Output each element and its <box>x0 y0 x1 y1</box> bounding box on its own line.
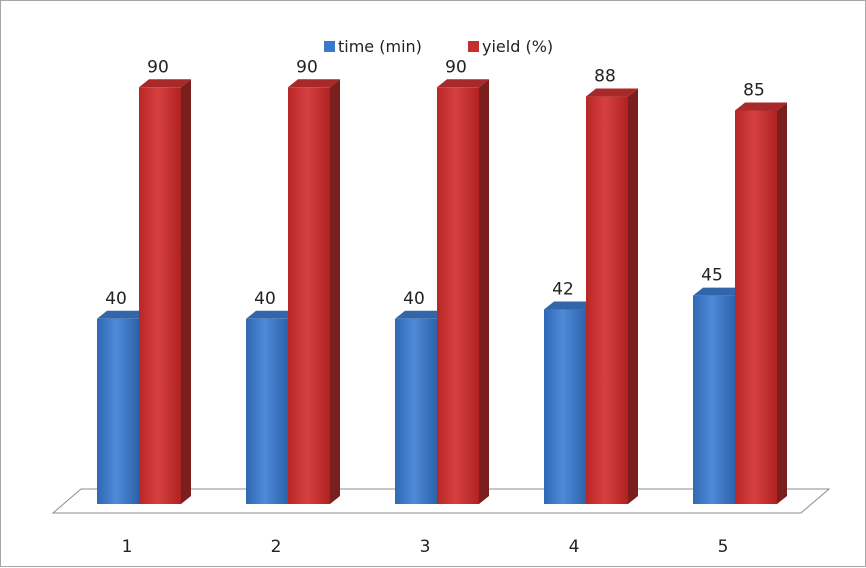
bar-yield-2 <box>288 79 340 505</box>
bar-time-5 <box>693 287 745 504</box>
legend: time (min) yield (%) <box>324 37 553 56</box>
legend-swatch <box>468 41 479 52</box>
value-label-time-3: 40 <box>403 289 425 309</box>
legend-label: yield (%) <box>482 37 553 56</box>
value-label-yield-2: 90 <box>296 57 318 77</box>
x-tick-label-4: 4 <box>569 537 580 557</box>
x-tick-label-2: 2 <box>271 537 282 557</box>
value-label-yield-5: 85 <box>743 80 765 100</box>
x-tick-label-5: 5 <box>718 537 729 557</box>
value-label-time-4: 42 <box>552 280 574 300</box>
value-label-time-2: 40 <box>254 289 276 309</box>
value-label-yield-1: 90 <box>147 57 169 77</box>
value-label-time-5: 45 <box>701 266 723 286</box>
bar-yield-5 <box>735 102 787 504</box>
x-tick-label-1: 1 <box>122 537 133 557</box>
x-tick-label-3: 3 <box>420 537 431 557</box>
bar-yield-4 <box>586 88 638 504</box>
legend-label: time (min) <box>338 37 422 56</box>
legend-item-yield: yield (%) <box>468 37 553 56</box>
legend-item-time: time (min) <box>324 37 422 56</box>
bar-yield-1 <box>139 79 191 505</box>
bar-yield-3 <box>437 79 489 505</box>
value-label-time-1: 40 <box>105 289 127 309</box>
legend-swatch <box>324 41 335 52</box>
value-label-yield-4: 88 <box>594 67 616 87</box>
value-label-yield-3: 90 <box>445 57 467 77</box>
